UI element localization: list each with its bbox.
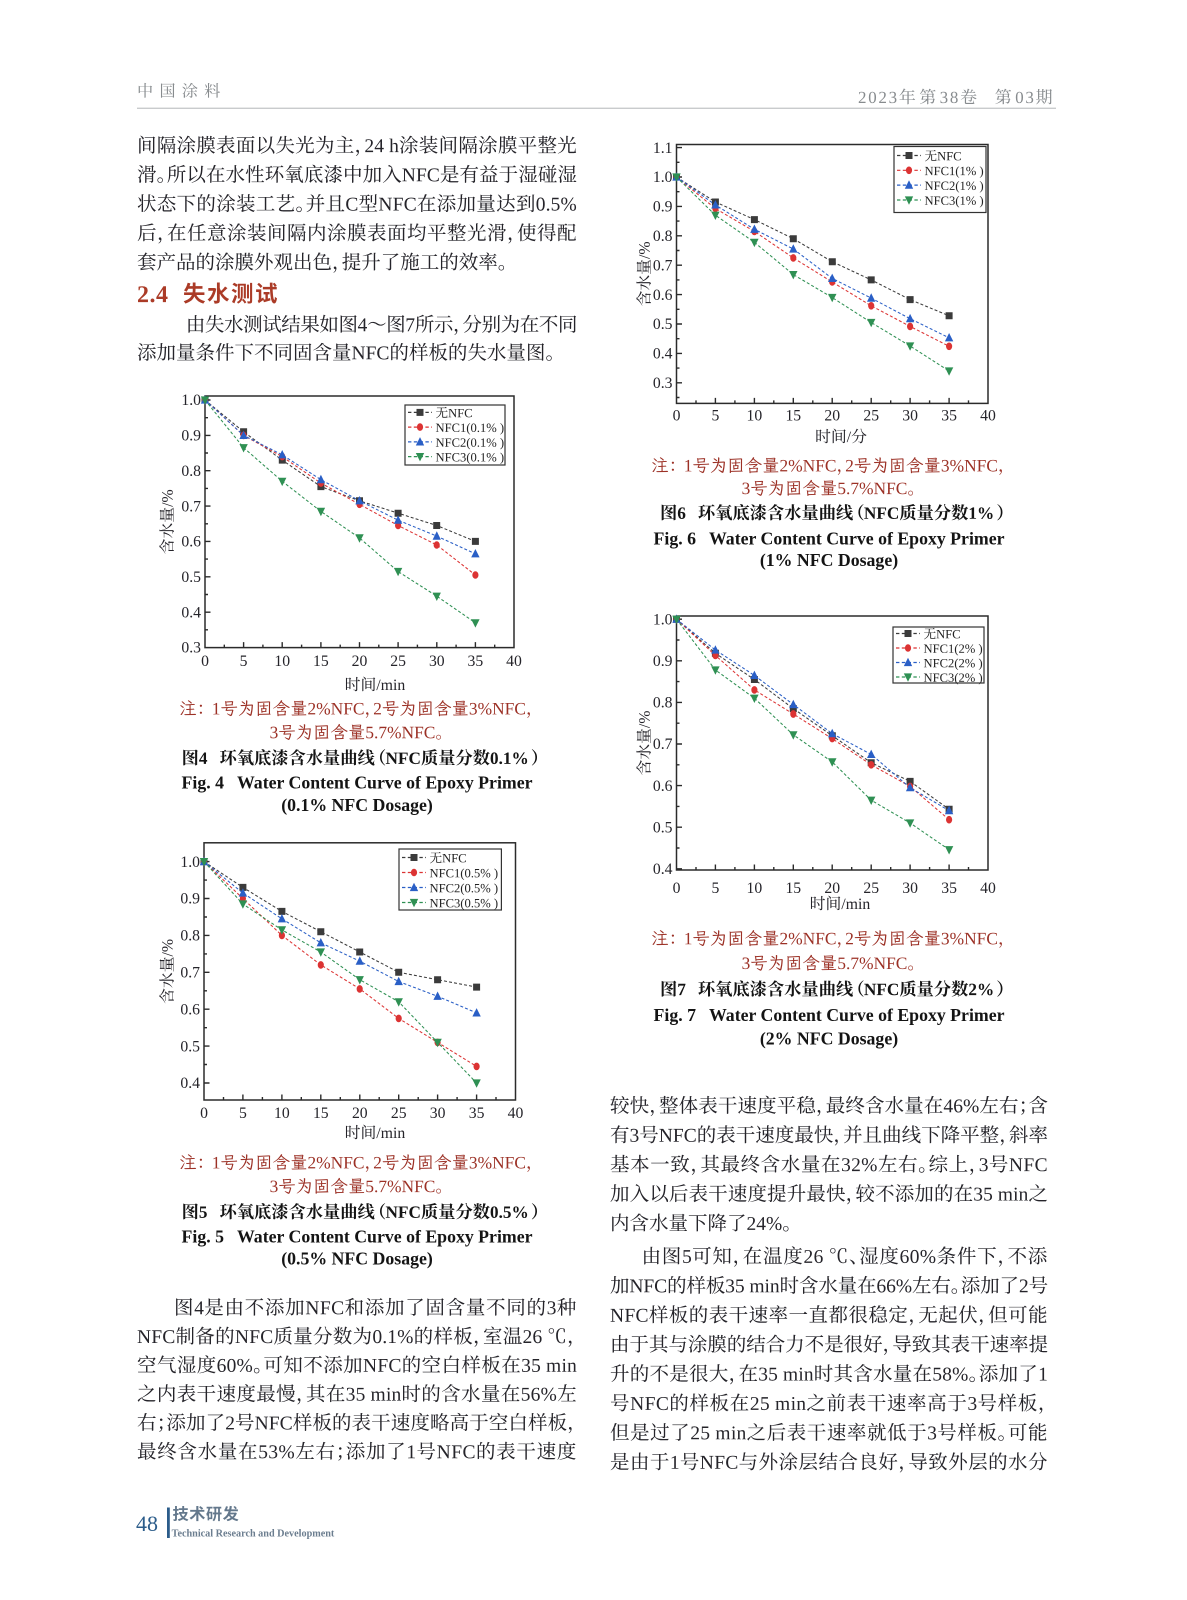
- svg-text:15: 15: [785, 408, 801, 425]
- svg-text:40: 40: [980, 408, 996, 425]
- svg-text:20: 20: [352, 1105, 368, 1122]
- svg-text:Fig. 7 Water Content Curve o: Fig. 7 Water Content Curve of Epoxy Prim…: [654, 1005, 1005, 1025]
- svg-text:15: 15: [785, 880, 801, 897]
- svg-text:5: 5: [239, 1105, 247, 1122]
- svg-text:0.6: 0.6: [653, 287, 673, 304]
- svg-text:0.5: 0.5: [180, 1038, 200, 1055]
- svg-text:0.6: 0.6: [180, 1001, 200, 1018]
- svg-text:48: 48: [136, 1511, 158, 1536]
- svg-text:0: 0: [200, 1105, 208, 1122]
- svg-text:40: 40: [508, 1105, 524, 1122]
- svg-text:0.3: 0.3: [181, 640, 201, 657]
- svg-text:Fig. 6 Water Content Curve o: Fig. 6 Water Content Curve of Epoxy Prim…: [654, 528, 1005, 548]
- svg-text:0.7: 0.7: [653, 736, 673, 753]
- svg-text:35: 35: [468, 653, 484, 670]
- svg-text:0.3: 0.3: [653, 375, 673, 392]
- svg-text:5: 5: [711, 880, 719, 897]
- svg-text:0.4: 0.4: [181, 604, 201, 621]
- svg-text:(2% NFC Dosage): (2% NFC Dosage): [760, 1028, 898, 1049]
- svg-text:0.8: 0.8: [181, 463, 201, 480]
- svg-text:10: 10: [274, 1105, 290, 1122]
- svg-text:35: 35: [941, 408, 957, 425]
- svg-text:0.5: 0.5: [181, 569, 201, 586]
- svg-text:40: 40: [980, 880, 996, 897]
- svg-text:10: 10: [274, 653, 290, 670]
- svg-text:0.4: 0.4: [653, 346, 673, 363]
- svg-text:25: 25: [391, 1105, 407, 1122]
- svg-text:1.0: 1.0: [653, 169, 673, 186]
- svg-text:(1% NFC Dosage): (1% NFC Dosage): [760, 550, 898, 571]
- svg-text:0.4: 0.4: [180, 1075, 200, 1092]
- svg-text:1.0: 1.0: [181, 392, 201, 409]
- svg-text:1.0: 1.0: [180, 854, 200, 871]
- svg-text:0.8: 0.8: [653, 228, 673, 245]
- svg-text:30: 30: [430, 1105, 446, 1122]
- svg-text:35: 35: [941, 880, 957, 897]
- svg-text:15: 15: [313, 1105, 329, 1122]
- svg-text:Fig. 5 Water Content Curve o: Fig. 5 Water Content Curve of Epoxy Prim…: [182, 1227, 533, 1247]
- svg-text:35: 35: [469, 1105, 485, 1122]
- svg-text:0: 0: [673, 408, 681, 425]
- svg-text:1.0: 1.0: [653, 611, 673, 628]
- svg-text:0.5: 0.5: [653, 316, 673, 333]
- svg-text:0.4: 0.4: [653, 861, 673, 878]
- svg-text:0: 0: [673, 880, 681, 897]
- svg-text:30: 30: [902, 880, 918, 897]
- svg-text:20: 20: [824, 408, 840, 425]
- svg-text:1.1: 1.1: [653, 140, 673, 157]
- svg-text:10: 10: [747, 408, 763, 425]
- svg-text:0.8: 0.8: [180, 928, 200, 945]
- svg-text:0.6: 0.6: [181, 534, 201, 551]
- svg-text:(0.5% NFC Dosage): (0.5% NFC Dosage): [281, 1248, 433, 1269]
- svg-text:0.9: 0.9: [181, 428, 201, 445]
- svg-text:25: 25: [863, 408, 879, 425]
- svg-text:0.7: 0.7: [653, 257, 673, 274]
- svg-text:(0.1% NFC Dosage): (0.1% NFC Dosage): [281, 795, 433, 816]
- svg-text:0.5: 0.5: [653, 819, 673, 836]
- svg-text:Fig. 4 Water Content Curve o: Fig. 4 Water Content Curve of Epoxy Prim…: [182, 773, 533, 793]
- svg-text:40: 40: [506, 653, 522, 670]
- svg-text:5: 5: [240, 653, 248, 670]
- svg-text:5: 5: [711, 408, 719, 425]
- svg-text:0.9: 0.9: [653, 199, 673, 216]
- svg-text:0.7: 0.7: [181, 498, 201, 515]
- svg-text:30: 30: [429, 653, 445, 670]
- svg-text:Technical Research and Develop: Technical Research and Development: [172, 1529, 335, 1540]
- svg-text:0.6: 0.6: [653, 778, 673, 795]
- svg-text:30: 30: [902, 408, 918, 425]
- svg-text:0.7: 0.7: [180, 965, 200, 982]
- svg-text:0.9: 0.9: [180, 891, 200, 908]
- svg-text:20: 20: [824, 880, 840, 897]
- svg-text:20: 20: [352, 653, 368, 670]
- svg-text:25: 25: [863, 880, 879, 897]
- svg-text:0.8: 0.8: [653, 695, 673, 712]
- svg-text:25: 25: [390, 653, 406, 670]
- svg-text:10: 10: [747, 880, 763, 897]
- svg-text:0: 0: [201, 653, 209, 670]
- svg-text:0.9: 0.9: [653, 653, 673, 670]
- svg-text:15: 15: [313, 653, 329, 670]
